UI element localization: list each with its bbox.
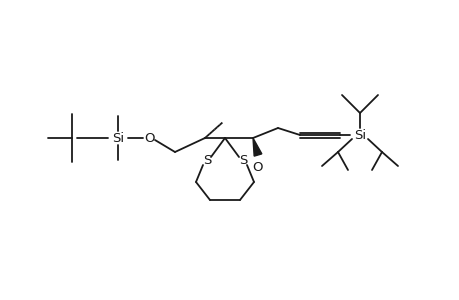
Text: Si: Si xyxy=(112,131,124,145)
Polygon shape xyxy=(252,138,261,156)
Text: S: S xyxy=(202,154,211,166)
Text: O: O xyxy=(145,131,155,145)
Text: O: O xyxy=(252,160,263,173)
Text: Si: Si xyxy=(353,128,365,142)
Text: S: S xyxy=(238,154,246,166)
